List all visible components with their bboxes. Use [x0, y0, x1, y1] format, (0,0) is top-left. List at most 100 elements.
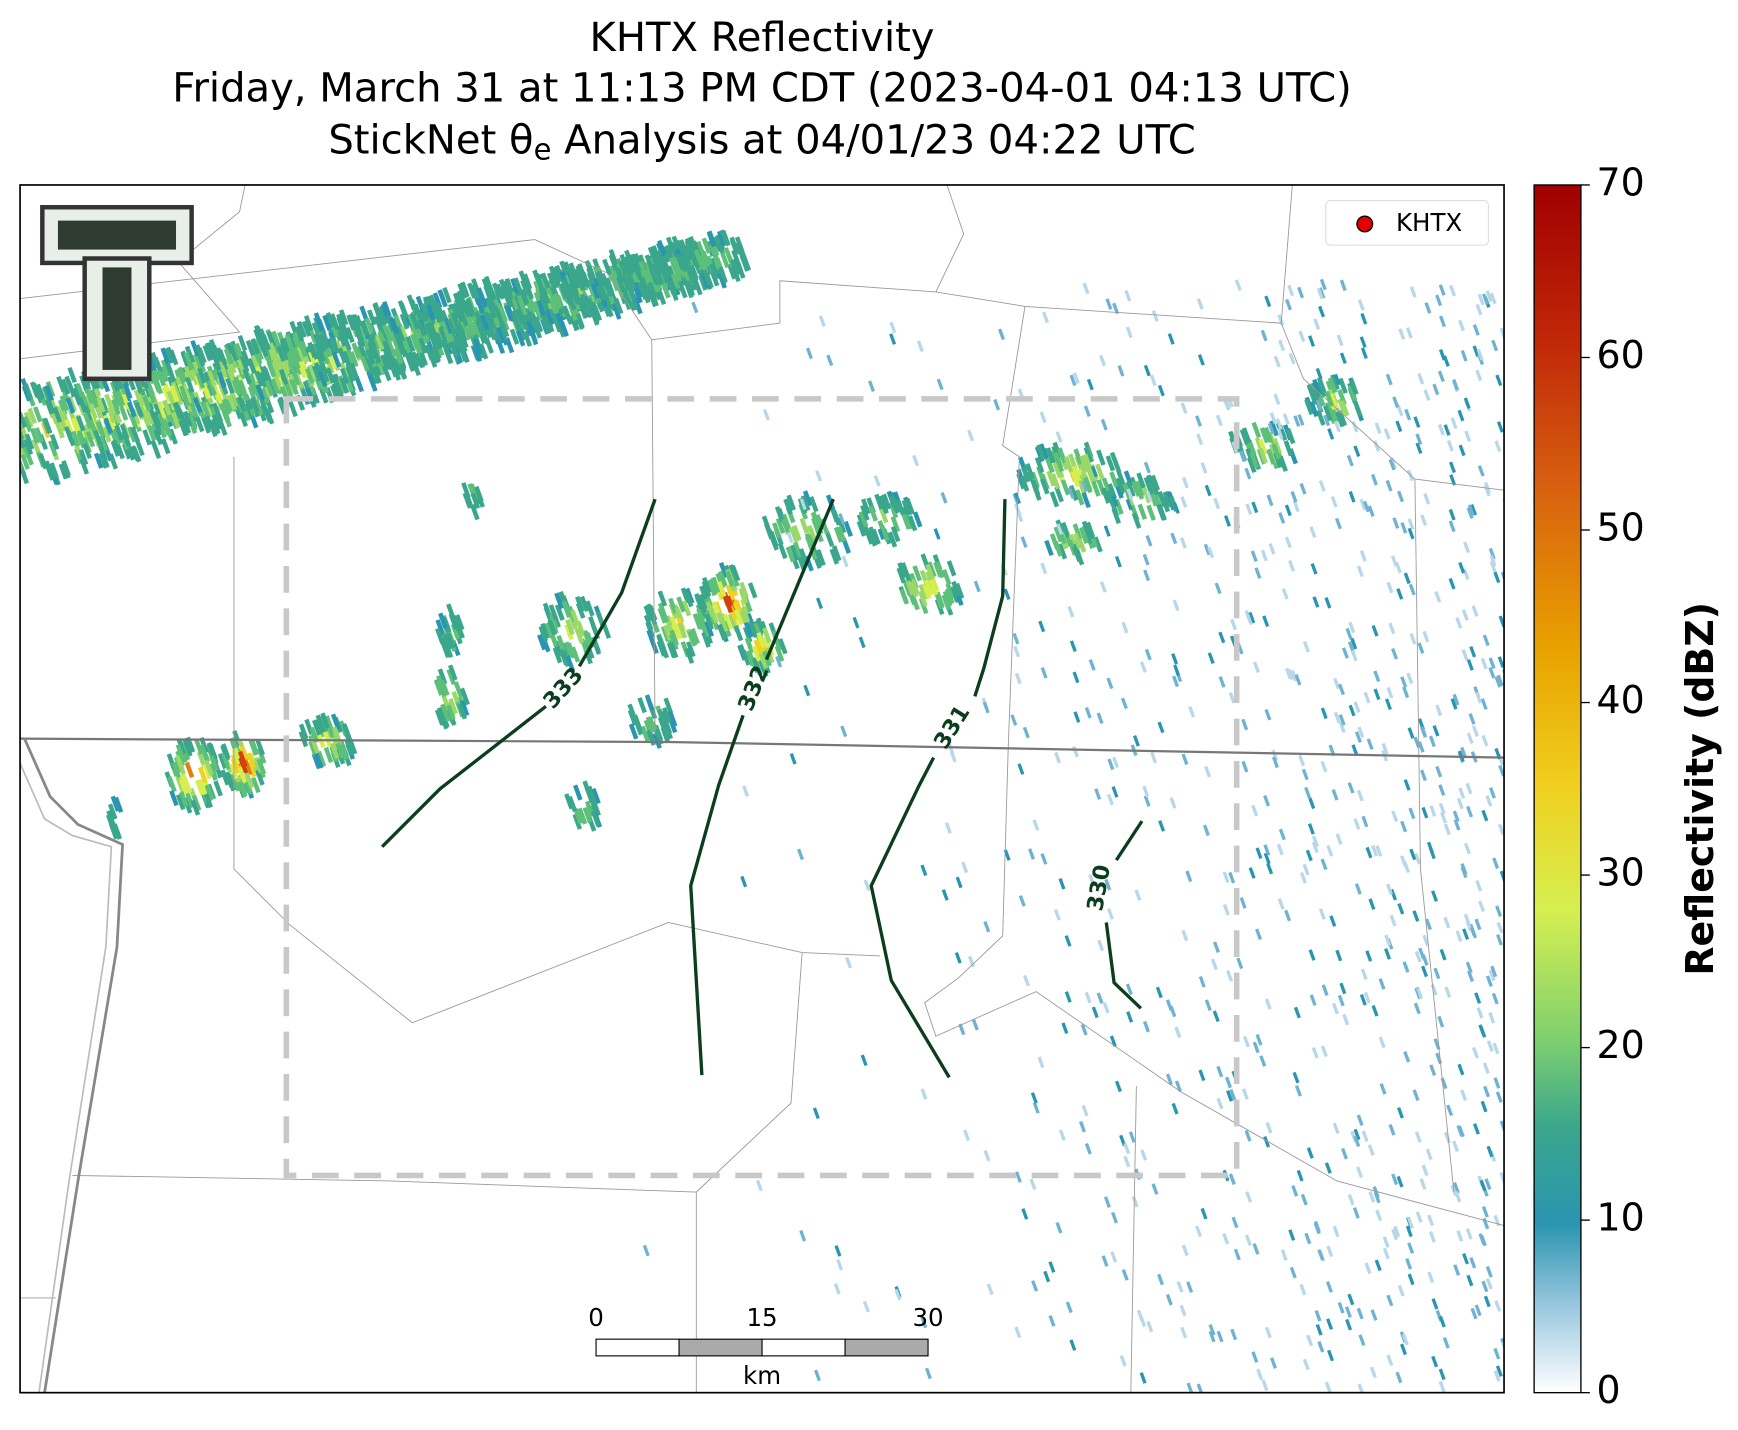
radar-echo: [1367, 1144, 1375, 1156]
radar-echo: [448, 613, 459, 630]
radar-echo: [1028, 848, 1035, 860]
radar-echo: [1486, 1040, 1494, 1052]
radar-echo: [1071, 465, 1082, 482]
radar-echo: [1275, 418, 1283, 430]
radar-echo: [613, 298, 624, 315]
radar-echo: [61, 462, 71, 479]
radar-echo: [1269, 412, 1277, 424]
radar-echo: [1482, 1217, 1490, 1230]
radar-echo: [1472, 1123, 1480, 1135]
radar-echo: [261, 382, 271, 399]
radar-echo: [797, 848, 804, 861]
radar-echo: [1260, 329, 1268, 342]
radar-echo: [1105, 298, 1113, 310]
radar-echo: [1347, 782, 1355, 794]
radar-echo: [983, 920, 991, 933]
radar-echo: [1083, 477, 1093, 494]
radar-echo: [237, 334, 248, 352]
radar-echo: [1330, 374, 1340, 391]
radar-echo: [1245, 1191, 1253, 1203]
radar-echo: [1149, 478, 1160, 496]
radar-echo: [312, 719, 322, 736]
radar-echo: [1255, 928, 1263, 941]
radar-echo: [1111, 786, 1119, 798]
radar-echo: [660, 263, 671, 280]
radar-echo: [1023, 974, 1030, 987]
radar-echo: [398, 341, 408, 358]
radar-echo: [1170, 532, 1178, 545]
radar-echo: [1407, 1273, 1415, 1286]
radar-echo: [29, 427, 40, 444]
radar-echo: [1126, 480, 1136, 498]
radar-echo: [1403, 779, 1411, 791]
radar-echo: [1384, 934, 1392, 947]
radar-echo: [739, 581, 749, 598]
radar-echo: [1391, 1173, 1399, 1186]
radar-echo: [280, 337, 291, 355]
radar-echo: [1361, 815, 1369, 828]
radar-echo: [973, 580, 981, 593]
radar-echo: [1370, 1309, 1378, 1321]
radar-echo: [699, 585, 709, 602]
radar-echo: [479, 314, 490, 331]
radar-echo: [567, 795, 578, 813]
radar-echo: [1025, 463, 1035, 480]
radar-echo: [1208, 1330, 1216, 1343]
radar-echo: [20, 423, 25, 440]
radar-echo: [1485, 795, 1493, 807]
radar-echo: [1202, 824, 1210, 837]
radar-echo: [1452, 1182, 1460, 1194]
radar-echo: [878, 507, 889, 524]
radar-echo: [89, 391, 99, 409]
radar-echo: [325, 367, 336, 384]
radar-echo: [1397, 1284, 1405, 1297]
radar-echo: [1104, 878, 1112, 891]
radar-echo: [192, 396, 203, 413]
radar-echo: [1261, 1379, 1269, 1392]
radar-echo: [1218, 631, 1226, 644]
radar-echo: [1171, 1102, 1179, 1115]
radar-echo: [1484, 1178, 1492, 1190]
radar-echo: [668, 256, 679, 274]
radar-echo: [446, 704, 456, 721]
radar-echo: [244, 772, 255, 789]
radar-echo: [818, 315, 826, 327]
radar-echo: [1252, 661, 1260, 673]
radar-echo: [710, 576, 721, 594]
radar-echo: [0, 422, 4, 438]
radar-echo: [355, 328, 365, 345]
radar-echo: [1112, 302, 1120, 315]
radar-echo: [1222, 903, 1230, 916]
radar-echo: [203, 791, 214, 809]
radar-echo: [410, 323, 421, 340]
radar-echo: [0, 407, 1, 423]
radar-echo: [288, 400, 298, 418]
radar-echo: [294, 325, 305, 343]
radar-echo: [1474, 918, 1482, 931]
radar-echo: [1213, 497, 1221, 510]
radar-echo: [1326, 1318, 1334, 1330]
radar-echo: [1278, 455, 1288, 472]
scale-segment: [595, 1338, 680, 1357]
radar-echo: [1328, 744, 1336, 757]
radar-echo: [1251, 501, 1259, 514]
radar-echo: [176, 738, 187, 755]
radar-echo: [1439, 948, 1447, 961]
radar-echo: [803, 684, 811, 697]
radar-echo: [1228, 1173, 1236, 1186]
radar-echo: [548, 297, 558, 314]
radar-echo: [877, 528, 885, 541]
radar-echo: [435, 302, 445, 319]
radar-echo: [747, 582, 758, 599]
radar-echo: [1481, 1205, 1489, 1218]
radar-echo: [573, 784, 583, 801]
radar-echo: [928, 579, 939, 596]
radar-echo: [1030, 1092, 1038, 1104]
colorbar-gradient: [1533, 184, 1582, 1394]
radar-echo: [1338, 714, 1346, 726]
radar-echo: [44, 384, 55, 402]
radar-echo: [681, 600, 692, 617]
radar-echo: [836, 1259, 844, 1271]
radar-echo: [1101, 487, 1111, 504]
radar-echo: [78, 449, 89, 466]
